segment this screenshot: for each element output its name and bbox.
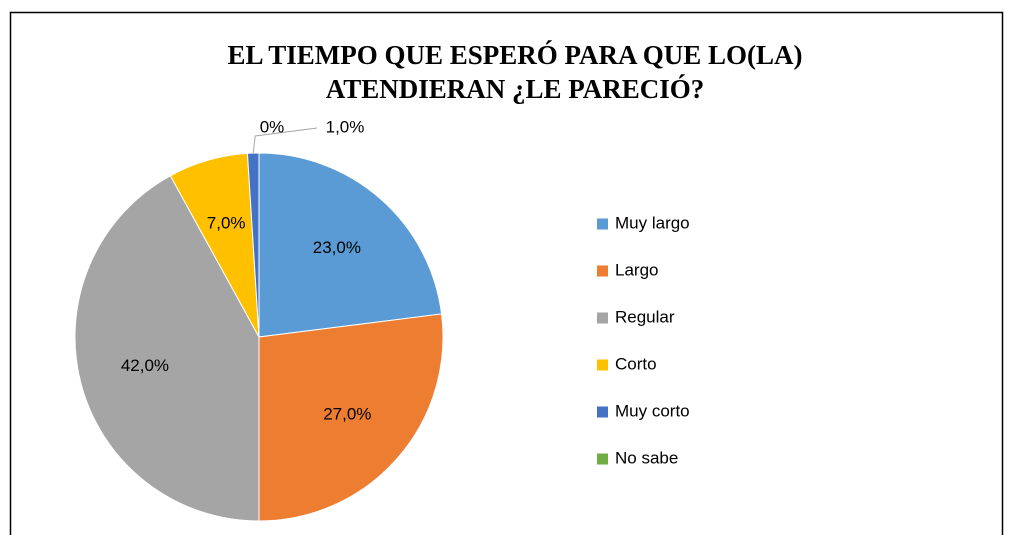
- pie-slice: [74, 175, 260, 522]
- data-label: 42,0%: [121, 356, 169, 375]
- legend-swatch: [597, 359, 608, 371]
- legend-label: Muy largo: [615, 213, 690, 232]
- legend-label: Corto: [615, 354, 657, 373]
- leader-line: [252, 127, 318, 154]
- chart-title: EL TIEMPO QUE ESPERÓ PARA QUE LO(LA) ATE…: [227, 40, 803, 104]
- data-label: 1,0%: [326, 117, 365, 136]
- pie-slice: [258, 313, 444, 522]
- data-label: 7,0%: [207, 213, 246, 232]
- legend-swatch: [597, 265, 608, 277]
- data-label: 0%: [260, 117, 285, 136]
- chart-frame: [9, 11, 1004, 535]
- data-label: 27,0%: [323, 404, 371, 423]
- data-label: 23,0%: [313, 238, 361, 257]
- legend-label: No sabe: [615, 448, 678, 467]
- legend-swatch: [597, 453, 608, 465]
- legend-swatch: [597, 312, 608, 324]
- legend-swatch: [597, 406, 608, 418]
- legend-label: Largo: [615, 260, 658, 279]
- legend-swatch: [597, 218, 608, 230]
- legend-label: Regular: [615, 307, 675, 326]
- legend-label: Muy corto: [615, 401, 690, 420]
- pie-slice: [258, 152, 443, 338]
